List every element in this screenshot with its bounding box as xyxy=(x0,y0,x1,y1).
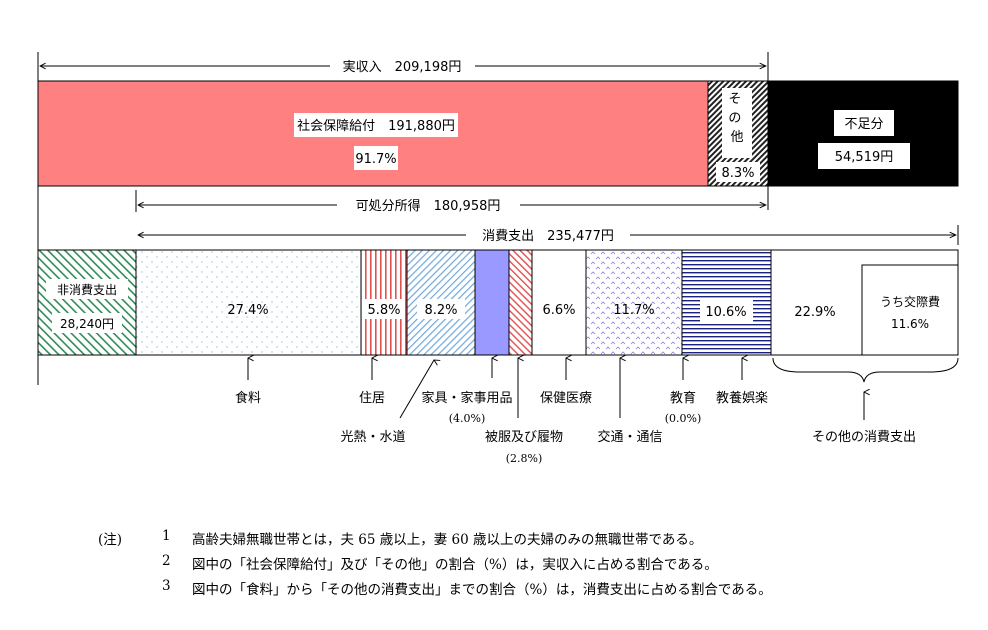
medical-pct: 6.6% xyxy=(542,303,575,318)
non-consumption-label-box xyxy=(46,279,128,299)
entertainment-label: うち交際費 xyxy=(880,294,940,309)
utilities-label: 光熱・水道 xyxy=(340,430,405,445)
other-income-label-box xyxy=(722,88,752,158)
furniture-label: 家具・家事用品 xyxy=(421,390,512,406)
other-income-label: そ の 他 xyxy=(728,92,745,145)
housing-pct-box xyxy=(364,299,404,319)
social-security-pct-box xyxy=(354,146,398,170)
housing-pct: 5.8% xyxy=(367,303,400,318)
other-income-char-1: そ xyxy=(728,92,741,107)
other-consumption-brace xyxy=(772,357,959,383)
other-income-char-3: 他 xyxy=(730,130,743,145)
shortfall-label-box xyxy=(834,110,894,136)
clothing-label: 被服及び履物 xyxy=(485,430,563,445)
utilities-pct-box xyxy=(417,299,465,319)
shortfall-value: 54,519円 xyxy=(835,150,894,165)
other-consumption-label: その他の消費支出 xyxy=(812,430,916,445)
food-label: 食料 xyxy=(235,390,261,406)
social-security-label-box xyxy=(294,113,458,137)
utilities-arrow xyxy=(399,360,434,419)
consumption-label: 消費支出 235,477円 xyxy=(482,229,614,244)
medical-label: 保健医療 xyxy=(540,391,592,406)
recreation-label: 教養娯楽 xyxy=(716,390,768,406)
other-income-char-2: の xyxy=(728,111,741,126)
non-consumption-label: 非消費支出 xyxy=(57,282,117,297)
other-income-pct: 8.3% xyxy=(721,166,754,181)
recreation-pct: 10.6% xyxy=(705,305,746,320)
entertainment-sub-box xyxy=(861,264,959,356)
social-security-label: 社会保障給付 191,880円 xyxy=(297,118,455,134)
bar-food xyxy=(135,249,362,356)
bar-clothing xyxy=(508,249,533,356)
non-consumption-value: 28,240円 xyxy=(60,317,114,331)
income-header: 実収入 209,198円 xyxy=(343,59,462,75)
transport-label: 交通・通信 xyxy=(597,429,662,445)
education-label: 教育 xyxy=(670,390,696,406)
education-pct: (0.0%) xyxy=(665,412,702,425)
other-consumption-pct: 22.9% xyxy=(794,305,835,320)
shortfall-label: 不足分 xyxy=(844,117,883,132)
recreation-pct-box xyxy=(700,300,753,322)
bar-transport xyxy=(585,249,683,356)
bar-medical xyxy=(531,249,587,356)
entertainment-pct: 11.6% xyxy=(891,317,929,331)
utilities-pct: 8.2% xyxy=(424,303,457,318)
non-consumption-value-box xyxy=(52,313,122,333)
food-pct: 27.4% xyxy=(227,303,268,318)
bar-non-consumption xyxy=(37,249,137,356)
social-security-pct: 91.7% xyxy=(355,152,396,167)
other-income-pct-box xyxy=(716,162,760,182)
shortfall-value-box xyxy=(818,143,910,169)
furniture-pct: (4.0%) xyxy=(449,412,486,425)
disposable-income-label: 可処分所得 180,958円 xyxy=(356,198,501,214)
clothing-pct: (2.8%) xyxy=(506,452,543,465)
bar-furniture xyxy=(474,249,510,356)
housing-label: 住居 xyxy=(359,391,385,406)
transport-pct: 11.7% xyxy=(613,303,654,318)
